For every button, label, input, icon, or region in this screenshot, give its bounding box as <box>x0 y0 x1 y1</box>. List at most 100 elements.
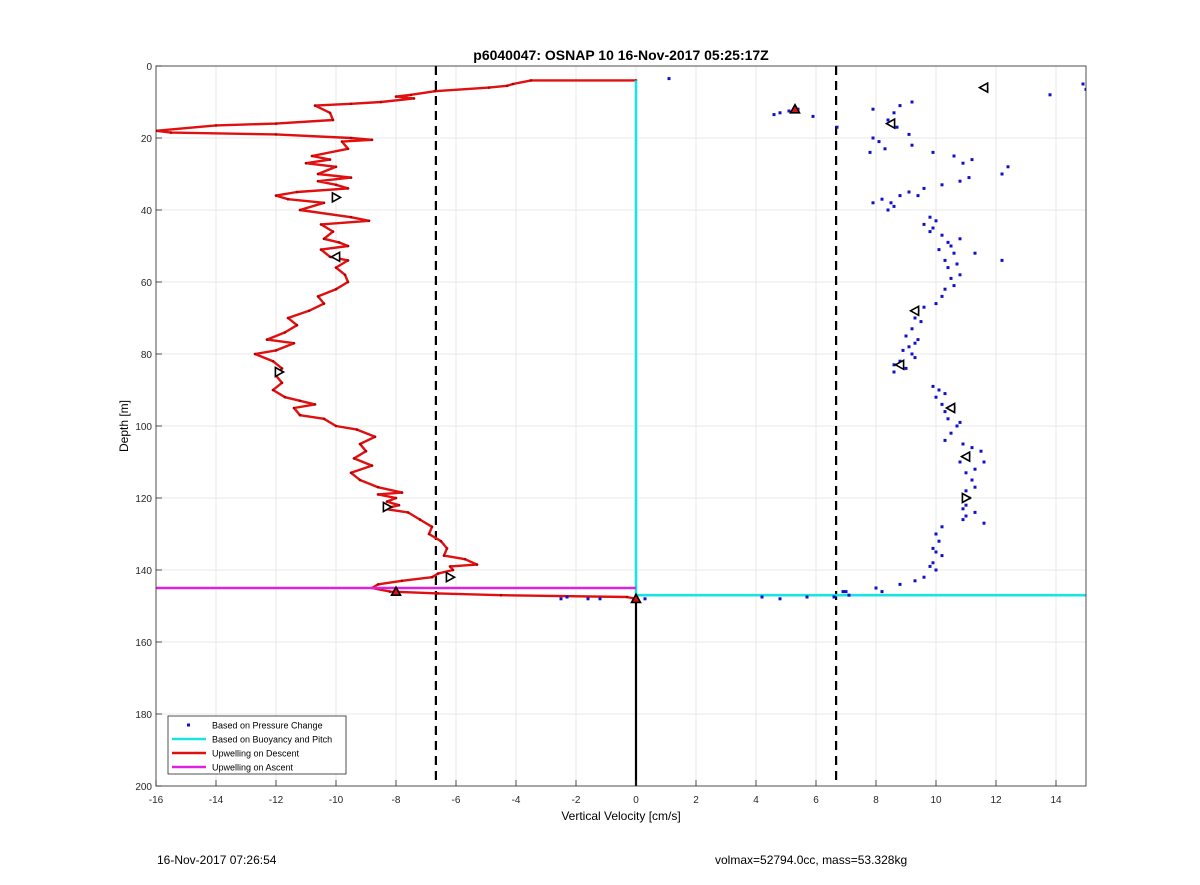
pressure-point <box>934 568 938 572</box>
descent-point <box>334 165 338 169</box>
descent-point <box>451 568 455 572</box>
pressure-point <box>934 532 938 536</box>
pressure-point <box>898 582 902 586</box>
marker-triangle-left <box>908 304 920 317</box>
descent-point <box>334 424 338 428</box>
pressure-point <box>973 251 977 255</box>
pressure-point <box>940 525 944 529</box>
x-tick-label: -14 <box>209 795 224 806</box>
pressure-point <box>910 143 914 147</box>
pressure-point <box>964 503 968 507</box>
descent-point <box>319 248 323 251</box>
pressure-point <box>886 118 890 122</box>
descent-point <box>313 403 317 406</box>
descent-point <box>316 172 320 176</box>
pressure-point <box>928 215 932 219</box>
legend-label: Upwelling on Ascent <box>212 763 294 773</box>
pressure-point <box>973 467 977 471</box>
reference-lines <box>434 66 838 786</box>
descent-point <box>349 176 353 179</box>
pressure-point <box>880 590 884 594</box>
pressure-point <box>835 125 839 129</box>
x-tick-label: -12 <box>269 795 284 806</box>
legend-label: Based on Buoyancy and Pitch <box>212 735 332 745</box>
marker-triangle-left <box>329 250 341 263</box>
marker-triangle-up <box>390 585 402 597</box>
pressure-point <box>910 327 914 331</box>
descent-point <box>349 471 353 475</box>
descent-point <box>334 287 338 291</box>
pressure-point <box>958 273 962 277</box>
descent-point <box>625 595 629 599</box>
pressure-point <box>952 284 956 288</box>
pressure-point <box>559 597 563 601</box>
pressure-point <box>772 113 776 117</box>
pressure-point <box>787 109 791 113</box>
y-tick-label: 0 <box>146 62 152 73</box>
descent-point <box>358 442 362 446</box>
descent-point <box>379 100 383 104</box>
x-axis-label: Vertical Velocity [cm/s] <box>561 809 680 823</box>
pressure-point <box>934 302 938 306</box>
x-tick-label: 2 <box>693 795 699 806</box>
descent-point <box>346 147 350 151</box>
marker-triangle-right <box>961 492 973 504</box>
pressure-point <box>907 132 911 136</box>
pressure-point <box>913 341 917 345</box>
descent-point <box>337 241 341 244</box>
descent-point <box>427 532 431 536</box>
marker-triangle-right <box>445 571 457 584</box>
descent-point <box>475 563 479 566</box>
pressure-point <box>940 183 944 187</box>
x-tick-label: 0 <box>633 795 639 806</box>
pressure-point <box>847 593 851 597</box>
pressure-point <box>961 161 965 165</box>
pressure-point <box>778 597 782 601</box>
descent-point <box>271 359 275 363</box>
pressure-point <box>946 266 950 270</box>
pressure-point <box>943 410 947 414</box>
descent-point <box>319 223 323 226</box>
pressure-point <box>937 539 941 543</box>
pressure-point <box>922 575 926 579</box>
pressure-point <box>895 125 899 129</box>
pressure-point <box>886 208 890 212</box>
descent-point <box>334 266 338 269</box>
pressure-point <box>979 449 983 453</box>
pressure-point <box>871 201 875 205</box>
descent-point <box>511 82 515 86</box>
pressure-point <box>922 305 926 309</box>
pressure-point <box>931 561 935 565</box>
descent-point <box>400 491 404 494</box>
legend-label: Based on Pressure Change <box>212 721 323 731</box>
descent-point <box>346 280 350 284</box>
descent-point <box>265 338 269 341</box>
descent-point <box>355 428 359 431</box>
pressure-point <box>967 176 971 180</box>
y-tick-label: 40 <box>141 206 153 217</box>
marker-layer <box>274 81 989 604</box>
descent-point <box>433 89 437 93</box>
y-tick-label: 200 <box>135 782 152 793</box>
pressure-point <box>940 233 944 237</box>
y-axis-label: Depth [m] <box>117 400 131 452</box>
pressure-point <box>928 230 932 234</box>
descent-point <box>346 259 350 262</box>
pressure-point <box>811 114 815 118</box>
pressure-point <box>964 489 968 493</box>
series-line-based-on-buoyancy-and-pitch <box>634 80 1086 597</box>
descent-point <box>322 302 326 305</box>
descent-point <box>310 154 314 158</box>
x-tick-label: 8 <box>873 795 879 806</box>
pressure-point <box>946 417 950 421</box>
pressure-point <box>943 258 947 262</box>
descent-point <box>358 478 362 482</box>
y-tick-label: 160 <box>135 638 152 649</box>
descent-point <box>307 309 311 313</box>
pressure-point <box>958 179 962 183</box>
marker-triangle-right <box>274 366 286 378</box>
pressure-point <box>931 226 935 230</box>
descent-point <box>274 349 278 352</box>
marker-triangle-left <box>893 358 905 371</box>
pressure-point <box>940 554 944 558</box>
